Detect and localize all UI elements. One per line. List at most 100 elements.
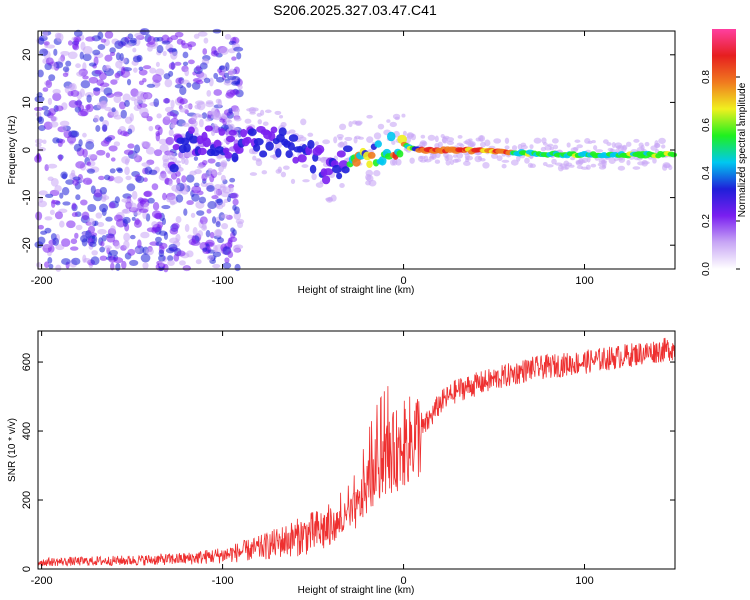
spectrogram-cell — [38, 190, 48, 196]
spectrogram-cell — [449, 159, 455, 165]
spectrogram-cell — [418, 155, 424, 162]
spectrogram-cell — [162, 192, 167, 201]
spectrogram-cell — [42, 244, 52, 249]
spectrogram-cell — [464, 153, 470, 160]
spectrogram-cell — [88, 62, 97, 67]
spectrogram-cell — [368, 179, 377, 187]
spectrogram-cell — [367, 151, 376, 159]
spectrogram-cell — [114, 242, 121, 249]
spectrogram-cell — [280, 121, 287, 128]
spectrogram-cell — [48, 108, 56, 116]
spectrogram-cell — [56, 32, 64, 42]
spectrogram-cell — [256, 112, 262, 117]
spectrogram-cell — [109, 52, 116, 57]
spectrogram-cell — [35, 111, 42, 118]
spectrogram-cell — [37, 236, 46, 245]
spectrogram-cell — [104, 106, 112, 111]
spectrogram-cell — [61, 238, 71, 247]
spectrogram-cell — [297, 154, 307, 163]
spectrogram-cell — [34, 95, 45, 103]
spectrogram-cell — [278, 127, 287, 137]
spectrogram-cell — [180, 153, 186, 160]
spectrogram-cell — [196, 210, 205, 216]
spectrogram-cell — [638, 142, 644, 148]
spectrogram-cell — [253, 137, 264, 146]
spectrogram-cell — [357, 136, 364, 140]
spectrogram-cell — [41, 105, 49, 111]
colorbar-label: Normalized spectral amplitude — [737, 82, 748, 217]
spectrogram-cell — [617, 144, 625, 152]
spectrogram-cell — [87, 218, 96, 227]
spectrogram-cell — [516, 155, 521, 162]
spectrogram-cell — [565, 162, 573, 167]
spectrogram-cell — [100, 38, 107, 43]
spectrogram-cell — [551, 158, 557, 165]
spectrogram-cell — [322, 139, 331, 145]
spectrogram-cell — [244, 118, 252, 124]
spectrogram-cell — [442, 135, 450, 139]
spectrogram-cell — [215, 98, 221, 104]
spectrogram-cell — [467, 140, 474, 148]
spectrogram-cell — [195, 79, 204, 85]
y-tick-label: -20 — [21, 237, 33, 253]
spectrogram-cell — [170, 50, 178, 60]
spectrogram-cell — [287, 142, 295, 151]
spectrogram-cell — [229, 192, 239, 199]
spectrogram-cell — [124, 99, 130, 108]
spectrogram-cell — [181, 42, 190, 49]
spectrogram-cell — [140, 253, 151, 263]
spectrogram-cell — [591, 140, 596, 144]
spectrogram-cell — [190, 212, 196, 218]
spectrogram-cell — [67, 51, 78, 60]
spectrogram-cell — [62, 125, 67, 133]
spectrogram-cell — [170, 172, 178, 180]
spectrogram-cell — [98, 72, 107, 81]
spectrogram-cell — [74, 106, 82, 113]
spectrogram-cell — [40, 230, 48, 235]
spectrogram-cell — [249, 172, 258, 176]
spectrogram-cell — [374, 140, 382, 148]
spectrogram-cell — [179, 86, 187, 96]
spectrogram-cell — [184, 68, 190, 77]
spectrogram-cell — [80, 41, 86, 51]
spectrogram-cell — [104, 174, 111, 181]
spectrogram-cell — [355, 121, 362, 127]
spectrogram-cell — [136, 91, 146, 100]
spectrogram-cell — [146, 115, 153, 122]
spectrogram-cell — [60, 171, 68, 179]
spectrogram-cell — [67, 40, 73, 46]
spectrogram-cell — [331, 164, 342, 174]
spectrogram-cell — [341, 166, 350, 174]
spectrogram-cell — [113, 114, 123, 120]
spectrogram-cell — [50, 177, 59, 187]
spectrogram-cell — [164, 78, 173, 88]
spectrogram-cell — [228, 185, 234, 193]
spectrogram-cell — [493, 138, 502, 144]
spectrogram-cell — [100, 100, 108, 108]
spectrogram-cell — [167, 259, 175, 267]
spectrogram-cell — [61, 258, 71, 265]
spectrogram-cell — [222, 262, 232, 269]
spectrogram-cell — [171, 222, 180, 230]
spectrogram-cell — [186, 200, 194, 206]
spectrogram-cell — [223, 80, 232, 86]
spectrogram-cell — [193, 33, 200, 39]
spectrogram-cell — [38, 37, 45, 45]
spectrogram-cell — [81, 211, 90, 221]
spectrogram-cell — [202, 160, 208, 166]
spectrogram-cell — [44, 216, 53, 221]
spectrogram-cell — [68, 100, 78, 108]
spectrogram-cell — [105, 152, 111, 158]
spectrogram-cell — [199, 216, 208, 225]
spectrogram-cell — [101, 196, 107, 202]
spectrogram-cell — [618, 156, 626, 163]
spectrogram-cell — [155, 61, 160, 67]
spectrogram-cell — [108, 249, 119, 256]
spectrogram-cell — [53, 48, 58, 56]
x-tick-label: 0 — [400, 575, 406, 587]
spectrogram-cell — [321, 175, 331, 185]
spectrogram-cell — [366, 136, 374, 144]
spectrogram-cell — [34, 106, 44, 112]
spectrogram-cell — [184, 158, 189, 166]
